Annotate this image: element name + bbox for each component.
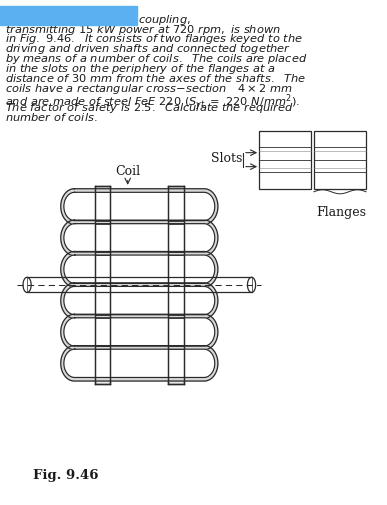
Text: Flanges: Flanges xyxy=(317,206,366,219)
Text: $\it{The\ factor\ of\ safety\ is\ 2.5.\ \ Calculate\ the\ required}$: $\it{The\ factor\ of\ safety\ is\ 2.5.\ … xyxy=(5,101,293,115)
Polygon shape xyxy=(61,346,218,381)
Bar xyxy=(259,131,311,189)
Bar xyxy=(314,131,366,189)
Text: $\it{coils\ have\ a\ rectangular\ cross\mathrm{-}section\ \ \ 4\times 2\ mm}$: $\it{coils\ have\ a\ rectangular\ cross\… xyxy=(5,81,293,95)
Polygon shape xyxy=(64,349,215,378)
Text: $\it{driving\ and\ driven\ shafts\ and\ connected\ together}$: $\it{driving\ and\ driven\ shafts\ and\ … xyxy=(5,42,291,56)
Bar xyxy=(0,7,137,26)
Polygon shape xyxy=(64,224,215,252)
Text: $\it{A\ \ \ multiflex\ \ \ flexible\ \ \ coupling,}$: $\it{A\ \ \ multiflex\ \ \ flexible\ \ \… xyxy=(5,13,190,27)
Text: $\it{distance\ of\ 30\ mm\ from\ the\ axes\ of\ the\ shafts.\ \ The}$: $\it{distance\ of\ 30\ mm\ from\ the\ ax… xyxy=(5,72,306,84)
Text: Fig. 9.46: Fig. 9.46 xyxy=(33,468,99,481)
Polygon shape xyxy=(64,256,215,284)
Text: $\it{by\ means\ of\ a\ number\ of\ coils.\ \ The\ coils\ are\ placed}$: $\it{by\ means\ of\ a\ number\ of\ coils… xyxy=(5,52,307,66)
Text: $\it{and\ are\ made\ of\ steel\ FeE\ 220\ (S_{yt}\ =\ 220\ N/mm^{2}).}$: $\it{and\ are\ made\ of\ steel\ FeE\ 220… xyxy=(5,91,300,113)
Polygon shape xyxy=(64,287,215,315)
Bar xyxy=(95,187,110,384)
Text: Coil: Coil xyxy=(115,164,140,177)
Text: $\it{number\ of\ coils.}$: $\it{number\ of\ coils.}$ xyxy=(5,111,97,123)
Polygon shape xyxy=(64,318,215,346)
Polygon shape xyxy=(64,193,215,221)
Polygon shape xyxy=(61,221,218,256)
Polygon shape xyxy=(61,189,218,225)
Text: Slots: Slots xyxy=(211,152,242,164)
Text: $\it{transmitting\ 15\ kW\ power\ at\ 720\ rpm,\ is\ shown}$: $\it{transmitting\ 15\ kW\ power\ at\ 72… xyxy=(5,22,281,36)
Polygon shape xyxy=(61,315,218,350)
Text: $\it{in\ the\ slots\ on\ the\ periphery\ of\ the\ flanges\ at\ a}$: $\it{in\ the\ slots\ on\ the\ periphery\… xyxy=(5,62,276,76)
Polygon shape xyxy=(61,252,218,287)
Text: $\it{in\ Fig.\ 9.46.\ \ It\ consists\ of\ two\ flanges\ keyed\ to\ the}$: $\it{in\ Fig.\ 9.46.\ \ It\ consists\ of… xyxy=(5,32,303,46)
Bar xyxy=(168,187,184,384)
Polygon shape xyxy=(61,283,218,319)
